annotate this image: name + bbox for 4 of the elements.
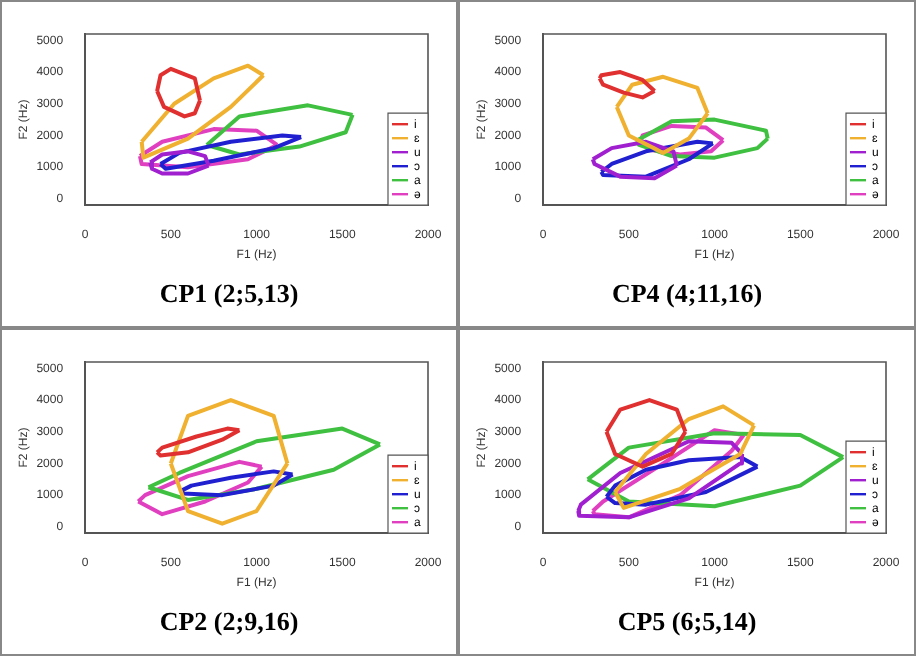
text: CP4 (4;11,16) bbox=[611, 278, 763, 310]
text: CP2 (2;9,16) bbox=[159, 606, 299, 638]
text: CP5 (6;5,14) bbox=[617, 606, 757, 638]
text: CP1 (2;5,13) bbox=[159, 278, 299, 310]
